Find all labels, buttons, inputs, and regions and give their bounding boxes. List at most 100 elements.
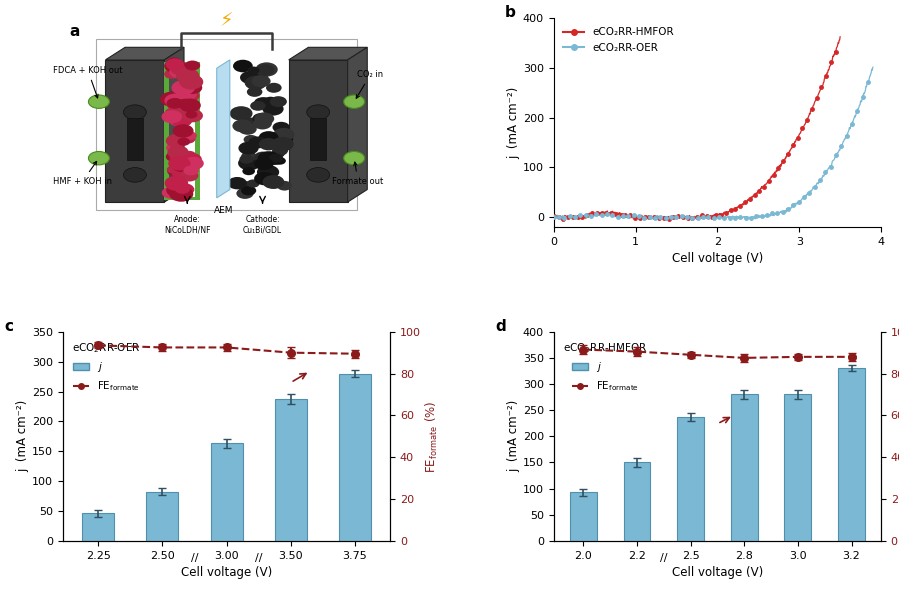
Circle shape	[256, 64, 274, 76]
Circle shape	[238, 123, 257, 135]
Circle shape	[233, 59, 253, 72]
Circle shape	[169, 115, 185, 126]
Circle shape	[259, 131, 279, 144]
Circle shape	[167, 166, 183, 176]
Circle shape	[245, 76, 267, 90]
Circle shape	[184, 73, 200, 83]
Circle shape	[183, 156, 202, 168]
Bar	[731, 394, 758, 541]
Circle shape	[307, 168, 330, 182]
Circle shape	[269, 154, 282, 162]
Circle shape	[254, 97, 272, 109]
Circle shape	[165, 108, 182, 118]
Text: AEM: AEM	[214, 206, 233, 215]
Circle shape	[173, 124, 193, 138]
Circle shape	[273, 128, 294, 141]
Bar	[210, 444, 243, 541]
Text: Anode:
NiCoLDH/NF: Anode: NiCoLDH/NF	[164, 215, 210, 234]
Circle shape	[174, 184, 191, 194]
Circle shape	[270, 96, 287, 107]
Circle shape	[165, 59, 186, 73]
Bar	[310, 118, 326, 160]
Text: c: c	[4, 319, 13, 334]
Polygon shape	[217, 60, 230, 198]
Circle shape	[250, 101, 265, 111]
Circle shape	[173, 161, 190, 172]
Circle shape	[170, 152, 189, 164]
Circle shape	[169, 186, 193, 202]
Circle shape	[343, 151, 365, 165]
Circle shape	[183, 166, 199, 175]
Legend: eCO₂RR-HMFOR, eCO₂RR-OER: eCO₂RR-HMFOR, eCO₂RR-OER	[559, 23, 678, 56]
Circle shape	[177, 138, 190, 146]
Circle shape	[166, 144, 179, 152]
Circle shape	[263, 97, 279, 107]
Text: HMF + KOH in: HMF + KOH in	[53, 162, 112, 186]
Circle shape	[182, 81, 202, 94]
Circle shape	[248, 136, 267, 148]
Bar	[677, 417, 704, 541]
Circle shape	[180, 109, 201, 122]
Text: a: a	[69, 24, 80, 39]
Circle shape	[166, 57, 182, 67]
Circle shape	[238, 181, 254, 192]
Circle shape	[180, 99, 200, 112]
Text: CO₂ in: CO₂ in	[356, 70, 384, 98]
Circle shape	[88, 95, 110, 108]
Circle shape	[230, 106, 253, 121]
Circle shape	[272, 145, 288, 156]
Polygon shape	[165, 47, 184, 202]
Circle shape	[184, 61, 200, 70]
Circle shape	[270, 154, 283, 162]
Text: b: b	[504, 5, 515, 20]
Bar	[339, 374, 371, 541]
Circle shape	[263, 102, 283, 115]
Circle shape	[243, 167, 255, 175]
Text: Formate out: Formate out	[333, 162, 384, 186]
Circle shape	[247, 87, 263, 97]
Circle shape	[166, 98, 183, 109]
Circle shape	[172, 170, 183, 177]
Circle shape	[171, 64, 187, 75]
Y-axis label: j  (mA cm⁻²): j (mA cm⁻²)	[507, 400, 521, 472]
Circle shape	[244, 135, 258, 144]
Bar	[624, 463, 650, 541]
Circle shape	[178, 132, 191, 140]
Circle shape	[185, 111, 198, 118]
Circle shape	[174, 183, 194, 196]
Circle shape	[263, 175, 284, 189]
Polygon shape	[289, 47, 368, 60]
Circle shape	[254, 151, 272, 163]
Circle shape	[179, 82, 195, 93]
Circle shape	[227, 177, 247, 189]
Circle shape	[182, 165, 194, 173]
Circle shape	[238, 142, 259, 154]
Circle shape	[267, 154, 284, 165]
Circle shape	[252, 75, 271, 87]
Legend: $j$, FE$_\mathrm{formate}$: $j$, FE$_\mathrm{formate}$	[559, 337, 652, 397]
X-axis label: Cell voltage (V): Cell voltage (V)	[672, 252, 763, 266]
Circle shape	[236, 188, 254, 199]
Circle shape	[257, 165, 280, 179]
Circle shape	[88, 151, 110, 165]
Circle shape	[258, 151, 280, 165]
Polygon shape	[105, 47, 184, 60]
Circle shape	[165, 176, 188, 191]
Circle shape	[168, 156, 191, 171]
Text: Cathode:
Cu₁Bi/GDL: Cathode: Cu₁Bi/GDL	[243, 215, 282, 234]
Circle shape	[123, 105, 147, 120]
Bar	[275, 399, 307, 541]
Text: //: //	[660, 554, 667, 564]
Circle shape	[307, 105, 330, 120]
Circle shape	[271, 137, 294, 151]
Circle shape	[271, 149, 285, 157]
Y-axis label: FE$_\mathrm{formate}$ (%): FE$_\mathrm{formate}$ (%)	[423, 400, 440, 472]
Circle shape	[182, 153, 201, 166]
Circle shape	[176, 69, 200, 83]
Circle shape	[172, 114, 192, 127]
Circle shape	[165, 177, 178, 185]
Circle shape	[181, 90, 200, 102]
Bar	[165, 62, 200, 65]
Text: ⚡: ⚡	[219, 11, 234, 31]
Circle shape	[165, 58, 184, 70]
